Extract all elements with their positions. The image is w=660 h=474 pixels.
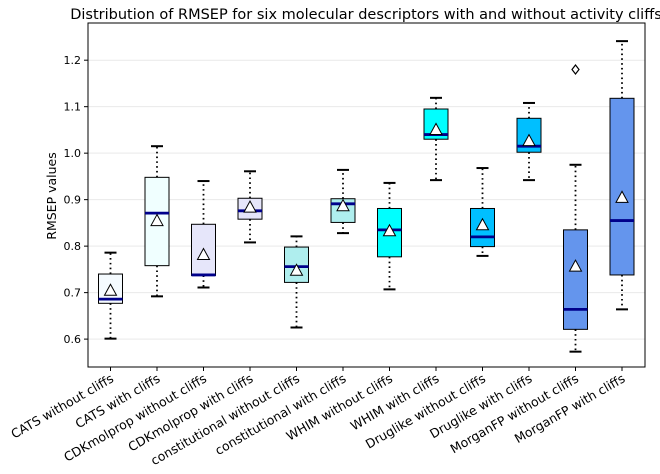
box-group (330, 168, 356, 235)
mean-marker (568, 259, 583, 272)
box-group (563, 64, 588, 353)
y-axis-ticks: 0.6 0.7 0.8 0.9 1.0 1.1 1.2 (64, 54, 88, 346)
mean-marker (615, 190, 629, 203)
mean-marker (429, 122, 443, 135)
y-tick-label: 1.0 (64, 147, 82, 160)
box-series (98, 40, 635, 353)
box-group (191, 180, 216, 289)
box-group (237, 170, 263, 244)
y-tick-label: 1.1 (64, 101, 82, 114)
mean-marker (150, 213, 164, 227)
box-group (609, 40, 635, 311)
y-tick-label: 1.2 (64, 54, 82, 67)
mean-marker (196, 247, 211, 261)
box-body (563, 229, 588, 330)
mean-marker (289, 263, 304, 276)
box-group (423, 96, 449, 182)
y-tick-label: 0.9 (64, 194, 82, 207)
y-tick-label: 0.7 (64, 287, 82, 300)
gridlines (88, 59, 645, 340)
outlier-marker (571, 64, 580, 75)
y-axis-label: RMSEP values (44, 152, 59, 239)
mean-marker (103, 283, 118, 296)
box-body (609, 97, 635, 276)
mean-marker (382, 223, 397, 237)
chart-title: Distribution of RMSEP for six molecular … (70, 7, 660, 23)
box-group (470, 167, 495, 257)
mean-marker (243, 200, 257, 213)
box-body (144, 176, 170, 267)
box-group (516, 101, 542, 182)
plot-area-frame (87, 22, 646, 368)
box-group (144, 145, 170, 298)
box-group (284, 235, 309, 329)
y-tick-label: 0.6 (64, 333, 82, 346)
box-group (377, 181, 402, 291)
mean-marker (522, 133, 536, 147)
mean-marker (336, 198, 350, 212)
box-group (98, 251, 123, 340)
y-tick-label: 0.8 (64, 240, 82, 253)
mean-marker (475, 217, 490, 231)
